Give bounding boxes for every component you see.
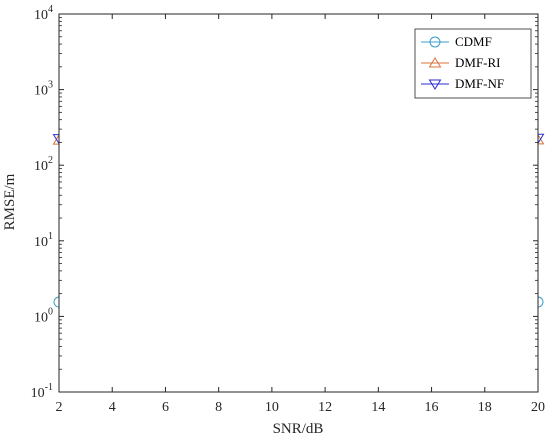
- legend: CDMF DMF-RI DMF-NF: [414, 28, 532, 99]
- x-tick-label: 2: [56, 400, 63, 415]
- x-tick-label: 10: [265, 400, 279, 415]
- legend-marker-cdmf: [429, 36, 441, 48]
- y-tick-label: 104: [34, 4, 53, 23]
- y-axis-label: RMSE/m: [2, 173, 18, 230]
- y-tick-label: 102: [34, 155, 53, 174]
- y-tick-label: 100: [34, 306, 53, 325]
- y-tick-label: 10-1: [31, 382, 53, 401]
- legend-label-dmf-nf: DMF-NF: [455, 76, 504, 91]
- x-tick-label: 14: [371, 400, 385, 415]
- x-axis-label: SNR/dB: [273, 421, 324, 437]
- y-tick-label: 103: [34, 80, 53, 99]
- legend-label-cdmf: CDMF: [455, 34, 492, 49]
- legend-marker-dmf-nf: [428, 79, 442, 90]
- x-tick-label: 4: [109, 400, 116, 415]
- x-tick-label: 20: [531, 400, 545, 415]
- x-tick-label: 16: [425, 400, 439, 415]
- legend-label-dmf-ri: DMF-RI: [455, 55, 501, 70]
- y-tick-label: 101: [34, 231, 53, 250]
- x-tick-label: 8: [215, 400, 222, 415]
- x-tick-label: 12: [318, 400, 332, 415]
- x-tick-label: 6: [162, 400, 169, 415]
- x-tick-label: 18: [478, 400, 492, 415]
- legend-marker-dmf-ri: [428, 57, 442, 68]
